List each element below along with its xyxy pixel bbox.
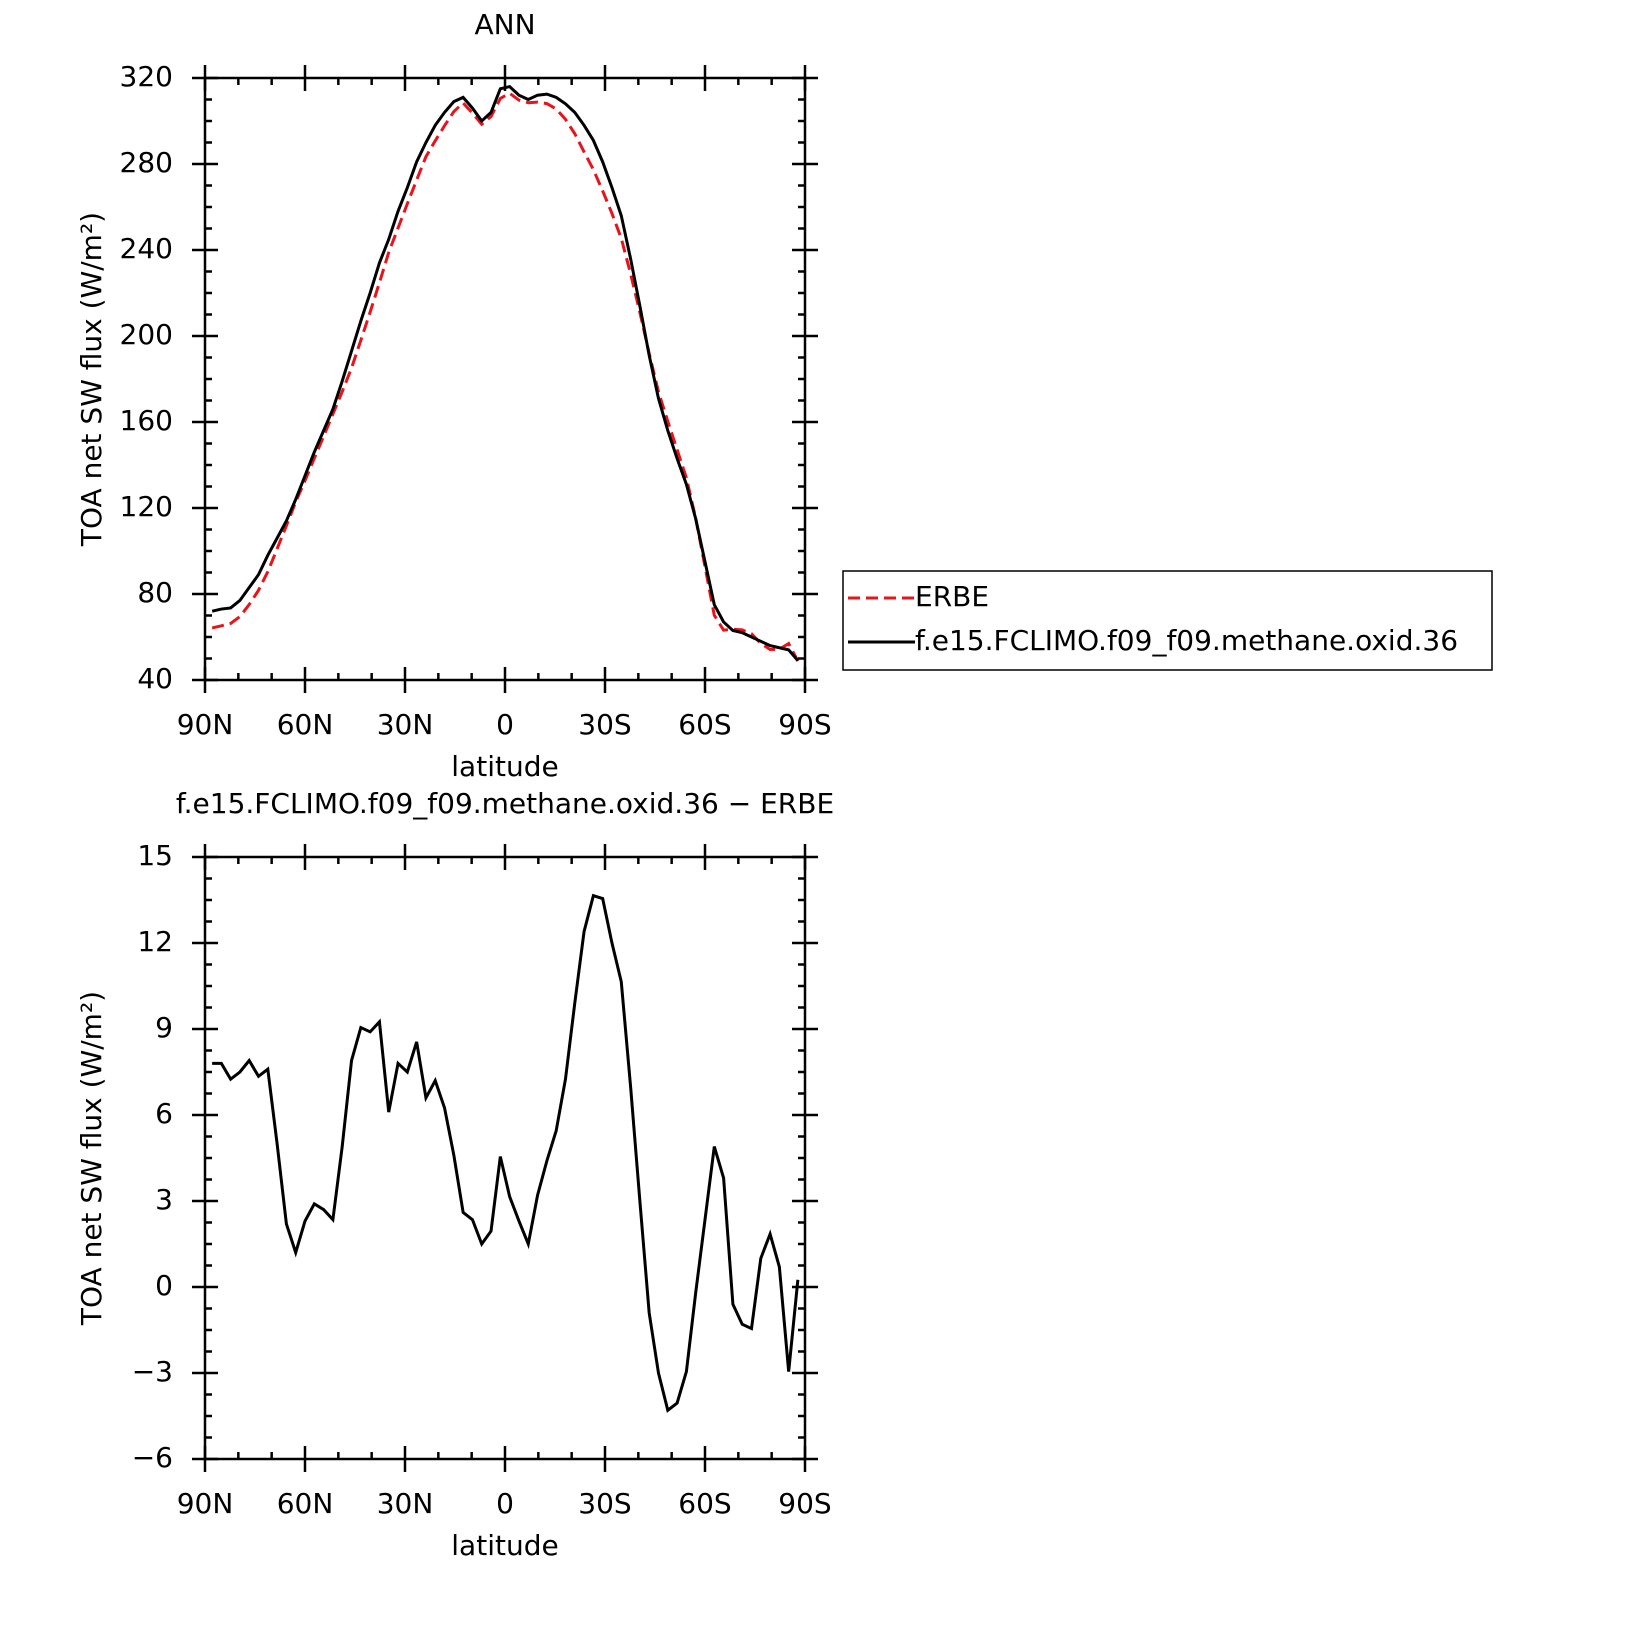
data-line: [212, 893, 800, 1413]
x-tick-label: 90S: [778, 708, 831, 741]
x-tick-label: 60S: [678, 708, 731, 741]
y-tick-label: 120: [120, 490, 173, 523]
y-tick-label: 160: [120, 404, 173, 437]
y-tick-label: −3: [132, 1355, 173, 1388]
y-tick-label: 9: [155, 1011, 173, 1044]
x-tick-label: 60N: [277, 1487, 334, 1520]
plot-frame: [203, 76, 807, 682]
y-tick-label: 15: [137, 839, 173, 872]
y-tick-label: 200: [120, 318, 173, 351]
y-tick-label: 240: [120, 232, 173, 265]
x-tick-label: 90N: [177, 708, 234, 741]
x-tick-label: 60N: [277, 708, 334, 741]
plot-frame: [203, 855, 807, 1461]
chart-title: ANN: [474, 8, 535, 41]
y-axis-label: TOA net SW flux (W/m²): [75, 991, 108, 1326]
legend-box: [842, 570, 1493, 671]
legend-label: ERBE: [915, 580, 989, 613]
y-tick-label: 320: [120, 60, 173, 93]
x-axis-label: latitude: [451, 1529, 558, 1562]
data-line: [211, 84, 800, 662]
x-tick-label: 0: [496, 708, 514, 741]
x-tick-label: 0: [496, 1487, 514, 1520]
data-line: [211, 91, 800, 662]
y-tick-label: 6: [155, 1097, 173, 1130]
chart-title: f.e15.FCLIMO.f09_f09.methane.oxid.36 − E…: [176, 787, 834, 820]
plot: ANN latitude TOA net SW flux (W/m²) 40 80 120…: [75, 8, 1493, 783]
y-tick-label: 3: [155, 1183, 173, 1216]
y-tick-label: 80: [137, 576, 173, 609]
x-tick-label: 30N: [377, 708, 434, 741]
x-tick-label: 30N: [377, 1487, 434, 1520]
x-tick-label: 30S: [578, 1487, 631, 1520]
x-tick-label: 90S: [778, 1487, 831, 1520]
x-tick-label: 90N: [177, 1487, 234, 1520]
plot: f.e15.FCLIMO.f09_f09.methane.oxid.36 − E…: [75, 787, 834, 1562]
y-tick-label: 280: [120, 146, 173, 179]
y-tick-label: 0: [155, 1269, 173, 1302]
y-tick-label: −6: [132, 1441, 173, 1474]
x-tick-label: 60S: [678, 1487, 731, 1520]
x-tick-label: 30S: [578, 708, 631, 741]
legend-label: f.e15.FCLIMO.f09_f09.methane.oxid.36: [915, 624, 1458, 657]
y-tick-label: 40: [137, 662, 173, 695]
y-tick-label: 12: [137, 925, 173, 958]
y-axis-label: TOA net SW flux (W/m²): [75, 212, 108, 547]
x-axis-label: latitude: [451, 750, 558, 783]
legend: ERBE f.e15.FCLIMO.f09_f09.methane.oxid.36: [842, 570, 1493, 671]
